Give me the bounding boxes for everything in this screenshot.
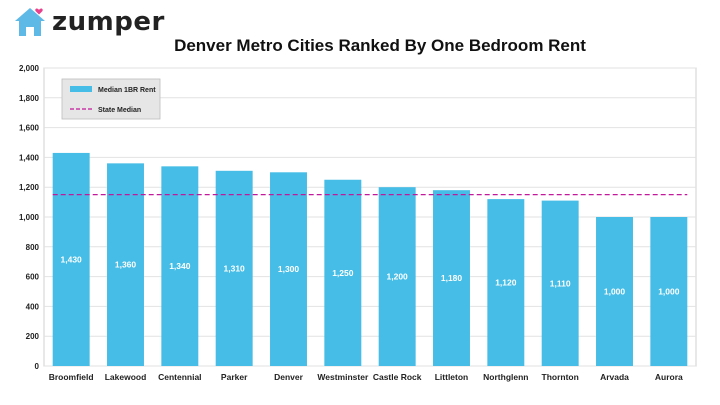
data-label: 1,120 — [495, 278, 517, 288]
y-tick-label: 1,200 — [19, 183, 40, 192]
bar — [215, 170, 253, 366]
data-label: 1,250 — [332, 268, 354, 278]
y-tick-label: 600 — [26, 273, 40, 282]
bar — [596, 217, 633, 366]
legend-swatch-bar — [70, 86, 92, 92]
y-tick-label: 1,600 — [19, 124, 40, 133]
y-tick-label: 1,400 — [19, 153, 40, 162]
zumper-logo: zumper — [12, 6, 165, 38]
x-tick-label: Arvada — [600, 372, 629, 382]
x-tick-label: Parker — [221, 372, 248, 382]
bar — [650, 217, 688, 366]
y-tick-label: 0 — [35, 362, 40, 371]
bar — [541, 200, 579, 366]
bar — [378, 187, 416, 366]
legend-label-reference: State Median — [98, 107, 141, 114]
chart-title: Denver Metro Cities Ranked By One Bedroo… — [174, 36, 586, 55]
bar — [324, 179, 362, 366]
x-tick-label: Aurora — [655, 372, 683, 382]
data-label: 1,110 — [550, 278, 571, 288]
bar — [107, 163, 144, 366]
bar — [161, 166, 199, 366]
bar — [433, 190, 470, 366]
x-tick-label: Lakewood — [105, 372, 147, 382]
legend-box — [61, 78, 161, 120]
x-tick-label: Westminster — [317, 372, 369, 382]
data-label: 1,300 — [278, 264, 300, 274]
data-label: 1,000 — [658, 287, 680, 297]
x-tick-label: Littleton — [435, 372, 469, 382]
y-tick-label: 200 — [26, 332, 40, 341]
data-label: 1,000 — [604, 287, 626, 297]
bar — [52, 152, 90, 366]
y-tick-label: 2,000 — [19, 64, 40, 73]
data-label: 1,340 — [169, 261, 191, 271]
data-label: 1,200 — [387, 272, 409, 282]
data-label: 1,180 — [441, 273, 463, 283]
y-tick-label: 400 — [26, 302, 40, 311]
y-tick-label: 800 — [26, 243, 40, 252]
x-tick-label: Denver — [274, 372, 304, 382]
house-heart-icon — [15, 8, 45, 36]
x-tick-label: Northglenn — [483, 372, 528, 382]
brand-name: zumper — [52, 7, 165, 37]
legend-label-series: Median 1BR Rent — [98, 87, 156, 94]
data-label: 1,360 — [115, 260, 137, 270]
bar — [270, 172, 307, 366]
y-tick-label: 1,800 — [19, 94, 40, 103]
data-label: 1,310 — [224, 263, 246, 273]
bar — [487, 199, 525, 366]
x-tick-label: Broomfield — [49, 372, 94, 382]
x-tick-label: Thornton — [542, 372, 579, 382]
y-tick-label: 1,000 — [19, 213, 40, 222]
data-label: 1,430 — [61, 254, 83, 264]
x-tick-label: Castle Rock — [373, 372, 422, 382]
x-tick-label: Centennial — [158, 372, 201, 382]
